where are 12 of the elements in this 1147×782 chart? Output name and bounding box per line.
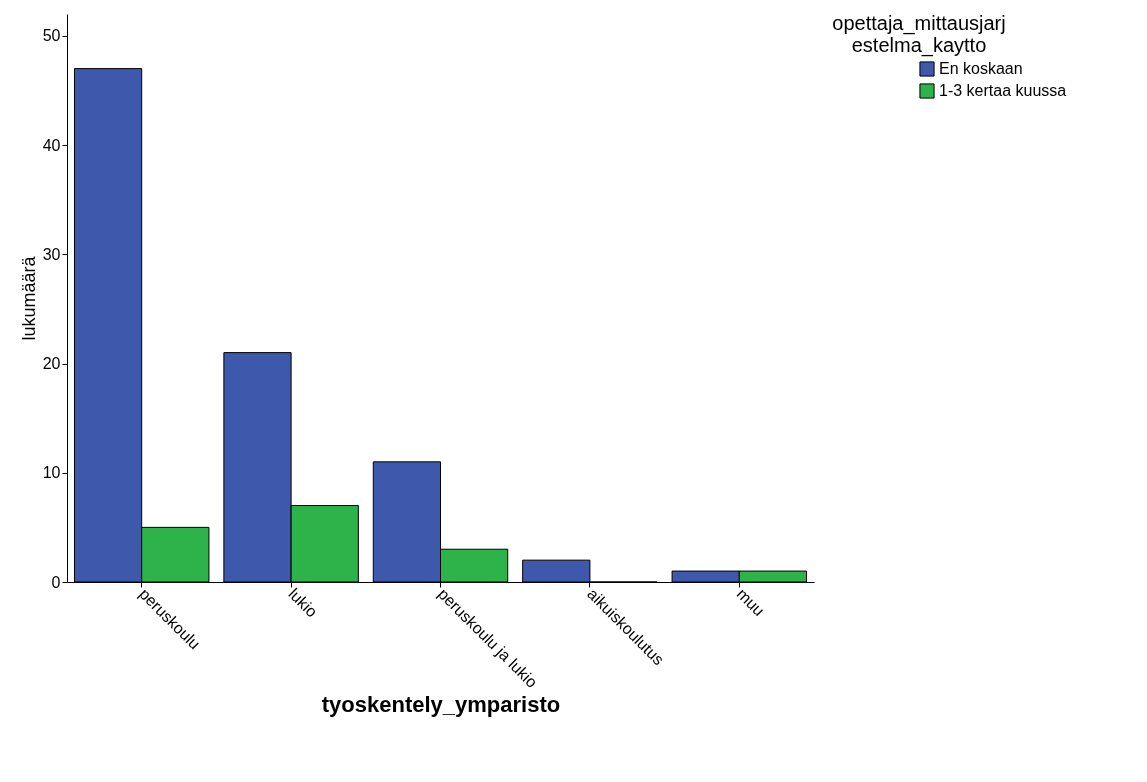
y-tick-label: 50 xyxy=(42,27,61,45)
x-axis-title: tyoskentely_ymparisto xyxy=(321,691,561,717)
y-tick-label: 30 xyxy=(42,245,61,263)
legend-title: opettaja_mittausjarjestelma_kaytto xyxy=(832,12,1006,57)
y-tick-label: 0 xyxy=(51,573,61,591)
legend-label: 1-3 kertaa kuussa xyxy=(939,82,1067,99)
x-tick-label: muu xyxy=(733,585,768,620)
y-tick-label: 20 xyxy=(42,355,61,373)
y-axis-title: lukumäärä xyxy=(18,255,39,341)
legend-label: En koskaan xyxy=(939,60,1023,77)
y-tick-label: 10 xyxy=(42,464,61,482)
y-tick-label: 40 xyxy=(42,136,61,154)
